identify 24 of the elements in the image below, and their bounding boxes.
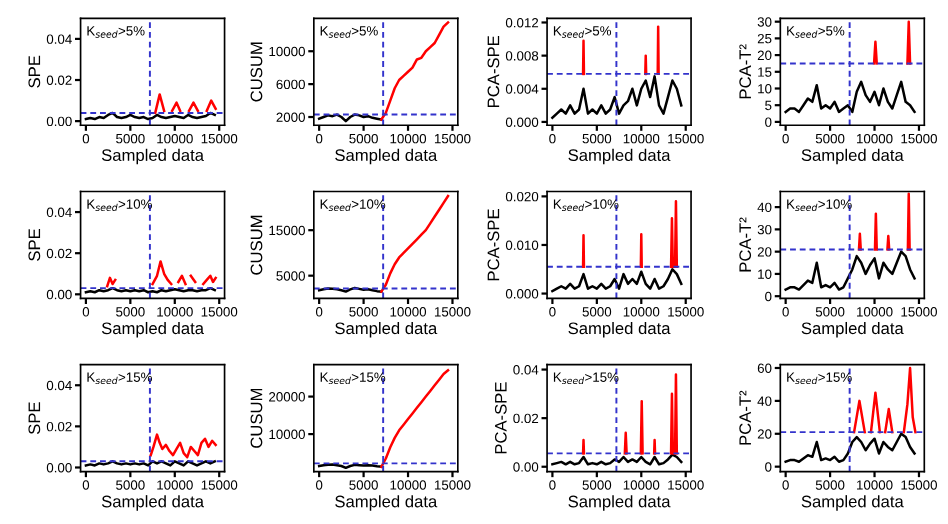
y-axis-title: PCA-T² — [739, 44, 752, 99]
y-axis-title: SPE — [28, 229, 41, 261]
x-axis-title: Sampled data — [335, 148, 438, 165]
x-axis-title: Sampled data — [568, 321, 671, 338]
y-axis-title: PCA-T² — [739, 390, 752, 445]
x-axis-title: Sampled data — [801, 148, 904, 165]
y-axis-title: CUSUM — [250, 388, 263, 448]
y-axis-title: SPE — [28, 402, 41, 435]
y-axis-title: PCA-SPE — [487, 35, 500, 108]
x-axis-title: Sampled data — [101, 148, 204, 165]
y-axis-title: CUSUM — [250, 42, 263, 102]
x-axis-title: Sampled data — [101, 321, 204, 338]
x-axis-title: Sampled data — [801, 321, 904, 338]
x-axis-title: Sampled data — [335, 321, 438, 338]
y-axis-title: PCA-T² — [739, 217, 752, 272]
x-axis-title: Sampled data — [801, 495, 904, 511]
y-axis-title: PCA-SPE — [487, 209, 500, 281]
y-axis-title: SPE — [28, 55, 41, 88]
x-axis-title: Sampled data — [568, 148, 671, 165]
y-axis-title: PCA-SPE — [494, 382, 507, 454]
x-axis-title: Sampled data — [335, 495, 438, 511]
y-axis-title: CUSUM — [250, 215, 263, 275]
x-axis-title: Sampled data — [568, 495, 671, 511]
x-axis-title: Sampled data — [101, 495, 204, 511]
